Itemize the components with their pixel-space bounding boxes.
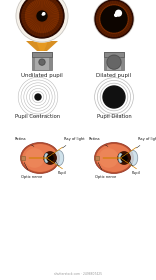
Text: Pupil: Pupil <box>125 153 141 175</box>
Text: Ray of light: Ray of light <box>136 137 156 148</box>
Circle shape <box>95 0 133 38</box>
Circle shape <box>15 74 61 120</box>
Circle shape <box>35 94 41 100</box>
FancyBboxPatch shape <box>32 52 52 70</box>
Circle shape <box>116 10 121 16</box>
Ellipse shape <box>20 143 59 174</box>
Circle shape <box>107 55 121 69</box>
Ellipse shape <box>54 150 64 166</box>
FancyBboxPatch shape <box>104 52 107 70</box>
Circle shape <box>103 86 125 108</box>
Circle shape <box>39 59 45 65</box>
Circle shape <box>44 152 56 164</box>
Circle shape <box>92 75 136 119</box>
Circle shape <box>101 6 127 32</box>
Circle shape <box>20 0 64 38</box>
Circle shape <box>115 14 117 17</box>
Text: Ray of light: Ray of light <box>63 137 85 148</box>
FancyBboxPatch shape <box>121 52 124 70</box>
Text: shutterstock.com · 2498807425: shutterstock.com · 2498807425 <box>54 272 102 276</box>
Polygon shape <box>36 41 48 51</box>
Circle shape <box>16 0 68 42</box>
Text: Pupil Contraction: Pupil Contraction <box>15 114 61 119</box>
Ellipse shape <box>44 153 49 163</box>
FancyBboxPatch shape <box>32 52 35 70</box>
FancyBboxPatch shape <box>49 52 52 70</box>
Polygon shape <box>26 41 58 51</box>
FancyBboxPatch shape <box>104 52 124 70</box>
Polygon shape <box>21 156 25 160</box>
Text: Pupil: Pupil <box>51 153 67 175</box>
Text: Undilated pupil: Undilated pupil <box>21 73 63 78</box>
Circle shape <box>97 1 132 36</box>
Circle shape <box>100 5 128 33</box>
Text: Optic nerve: Optic nerve <box>95 162 116 179</box>
Ellipse shape <box>96 144 132 172</box>
Circle shape <box>22 0 62 36</box>
Circle shape <box>121 155 127 161</box>
Text: Pupil Dilation: Pupil Dilation <box>97 114 131 119</box>
Circle shape <box>25 0 58 32</box>
FancyBboxPatch shape <box>104 52 124 57</box>
Circle shape <box>43 13 45 15</box>
Ellipse shape <box>25 148 44 168</box>
Text: Optic nerve: Optic nerve <box>21 162 42 179</box>
Text: Dilated pupil: Dilated pupil <box>97 73 132 78</box>
Ellipse shape <box>118 153 123 163</box>
Ellipse shape <box>128 150 138 166</box>
Polygon shape <box>95 156 99 160</box>
FancyBboxPatch shape <box>32 52 52 57</box>
Ellipse shape <box>99 148 119 168</box>
Circle shape <box>42 14 43 15</box>
Text: Retina: Retina <box>89 137 108 146</box>
Circle shape <box>118 152 130 164</box>
Circle shape <box>47 155 53 161</box>
Text: Retina: Retina <box>15 137 34 146</box>
Ellipse shape <box>95 143 134 174</box>
Circle shape <box>94 0 134 39</box>
Circle shape <box>37 11 47 21</box>
Ellipse shape <box>22 144 58 172</box>
